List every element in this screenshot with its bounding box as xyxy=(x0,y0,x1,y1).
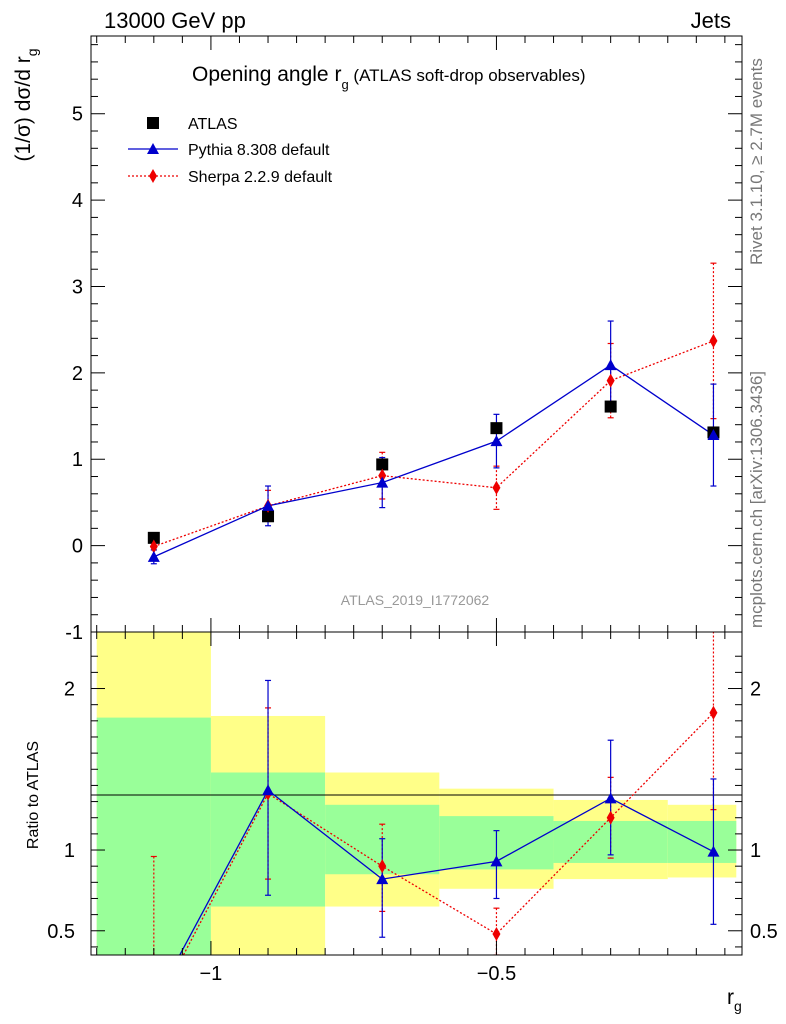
ratio-ytick-label-right-1: 1 xyxy=(750,840,761,862)
legend-pythia-marker xyxy=(147,143,159,154)
main-ytick-label-2: 2 xyxy=(72,363,83,385)
header-right: Jets xyxy=(691,8,731,33)
ratio-sherpa-point-5 xyxy=(709,705,718,720)
header-left: 13000 GeV pp xyxy=(104,8,246,33)
atlas-point-4 xyxy=(604,400,617,413)
pythia-point-5 xyxy=(707,429,720,441)
atlas-point-0 xyxy=(147,531,160,544)
ratio-data-layer xyxy=(148,632,720,1019)
ratio-sherpa-point-2 xyxy=(378,859,387,874)
main-ylabel: (1/σ) dσ/d rg xyxy=(12,48,40,161)
x-tick-label--0.5: −0.5 xyxy=(477,963,516,985)
main-ytick-label--1: -1 xyxy=(65,622,83,644)
atlas-point-2 xyxy=(376,458,389,471)
title-sub: g xyxy=(341,77,348,92)
sherpa-point-2 xyxy=(378,468,387,483)
atlas-point-3 xyxy=(490,422,503,435)
title-rest: (ATLAS soft-drop observables) xyxy=(349,66,586,85)
side-label-mcplots: mcplots.cern.ch [arXiv:1306.3436] xyxy=(747,371,766,628)
ratio-sherpa-point-0 xyxy=(150,1005,158,1019)
ratio-ytick-label-0.5: 0.5 xyxy=(47,921,75,943)
main-ytick-label-1: 1 xyxy=(72,449,83,471)
main-ytick-label-4: 4 xyxy=(72,190,83,212)
ratio-ytick-label-right-0.5: 0.5 xyxy=(750,921,778,943)
x-axis-label: rg xyxy=(727,986,742,1014)
axis-ticks: -1 0 1 2 3 4 5 0.5 0.5 1 1 2 2 −1 −0.5 xyxy=(47,36,778,985)
ratio-pythia-point-3 xyxy=(490,855,503,867)
ratio-band-inner-0 xyxy=(96,717,211,955)
ratio-pythia-point-5 xyxy=(707,845,720,857)
main-ytick-label-3: 3 xyxy=(72,276,83,298)
x-tick-label--1: −1 xyxy=(200,963,223,985)
legend-atlas-marker xyxy=(147,117,159,129)
xlabel-main: r xyxy=(727,986,734,1009)
sherpa-line xyxy=(153,340,714,548)
main-ytick-label-0: 0 xyxy=(72,536,83,558)
ratio-frame xyxy=(90,631,743,956)
sherpa-point-5 xyxy=(709,333,718,348)
legend: ATLAS Pythia 8.308 default Sherpa 2.2.9 … xyxy=(128,116,333,186)
ratio-sherpa-point-4 xyxy=(606,810,615,825)
pythia-line xyxy=(153,364,714,558)
main-ytick-label-5: 5 xyxy=(72,104,83,126)
ratio-pythia-point-4 xyxy=(604,792,617,804)
pythia-point-0 xyxy=(147,550,160,562)
ratio-band-inner-5 xyxy=(667,820,737,863)
sherpa-point-4 xyxy=(606,373,615,388)
ratio-ytick-label-1: 1 xyxy=(64,840,75,862)
main-ylabel-text: (1/σ) dσ/d r xyxy=(12,56,35,161)
atlas-point-1 xyxy=(262,510,275,523)
pythia-point-1 xyxy=(262,499,275,511)
legend-sherpa-marker xyxy=(149,169,157,183)
chart-title: Opening angle rg (ATLAS soft-drop observ… xyxy=(192,63,586,92)
main-ylabel-sub: g xyxy=(24,48,40,56)
ratio-ytick-label-right-2: 2 xyxy=(750,679,761,701)
pythia-point-3 xyxy=(490,435,503,447)
title-main: Opening angle r xyxy=(192,63,341,86)
legend-pythia-label: Pythia 8.308 default xyxy=(188,142,330,159)
ratio-ylabel: Ratio to ATLAS xyxy=(25,741,42,849)
pythia-point-4 xyxy=(604,359,617,371)
side-label-rivet: Rivet 3.1.10, ≥ 2.7M events xyxy=(747,58,766,265)
xlabel-sub: g xyxy=(734,998,742,1014)
ratio-pythia-point-2 xyxy=(376,873,389,885)
legend-sherpa-label: Sherpa 2.2.9 default xyxy=(188,169,333,186)
watermark: ATLAS_2019_I1772062 xyxy=(341,592,490,608)
sherpa-point-0 xyxy=(149,539,158,554)
main-data-layer xyxy=(147,262,720,565)
ratio-sherpa-point-3 xyxy=(492,927,501,942)
pythia-point-2 xyxy=(376,476,389,488)
ratio-pythia-point-1 xyxy=(262,784,275,796)
ratio-pythia-point-0 xyxy=(148,997,160,1008)
legend-atlas-label: ATLAS xyxy=(188,116,238,133)
ratio-sherpa-line xyxy=(182,712,714,955)
sherpa-point-3 xyxy=(492,480,501,495)
ratio-ytick-label-2: 2 xyxy=(64,679,75,701)
ratio-pythia-line xyxy=(179,789,714,955)
ratio-bands xyxy=(96,632,737,955)
